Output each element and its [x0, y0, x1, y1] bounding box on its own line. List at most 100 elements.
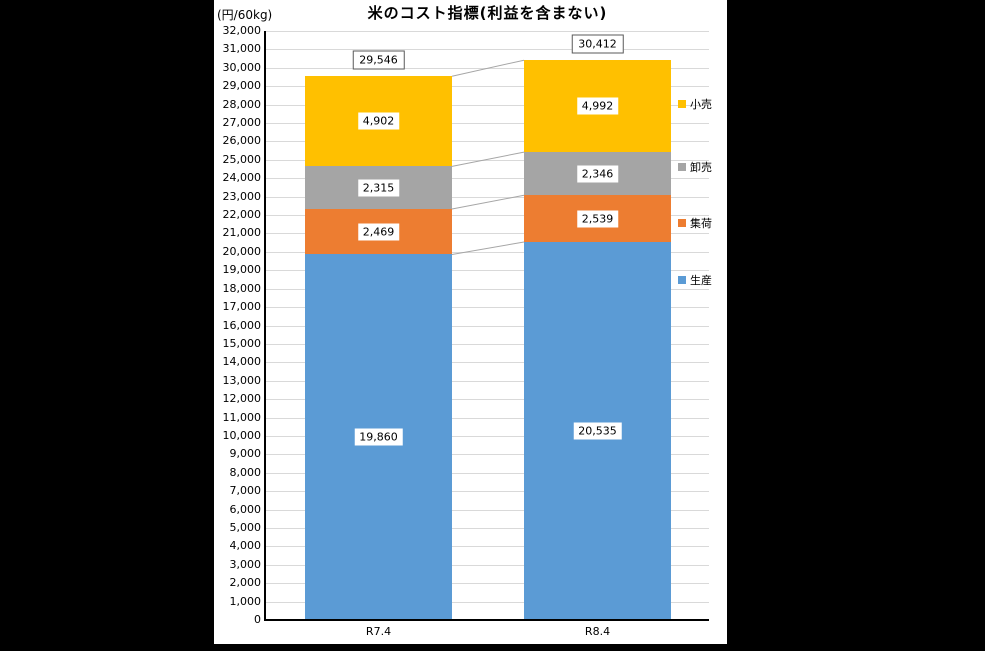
y-tick-label: 30,000	[222, 61, 262, 74]
gridline	[266, 528, 709, 529]
y-tick-label: 5,000	[229, 521, 262, 534]
y-tick-label: 17,000	[222, 300, 262, 313]
legend-label: 集荷	[690, 217, 712, 230]
y-tick-label: 32,000	[222, 24, 262, 37]
y-tick-label: 2,000	[229, 576, 262, 589]
gridline	[266, 215, 709, 216]
gridline	[266, 233, 709, 234]
gridline	[266, 510, 709, 511]
y-tick-label: 23,000	[222, 190, 262, 203]
gridline	[266, 105, 709, 106]
gridline	[266, 491, 709, 492]
gridline	[266, 436, 709, 437]
y-tick-label: 29,000	[222, 79, 262, 92]
connector-line	[451, 241, 525, 255]
gridline	[266, 307, 709, 308]
legend-label: 卸売	[690, 161, 712, 174]
legend-swatch-icon	[678, 276, 686, 284]
plot-area	[266, 31, 709, 620]
x-axis-line	[264, 619, 709, 621]
gridline	[266, 86, 709, 87]
y-tick-label: 4,000	[229, 539, 262, 552]
x-axis-category-label: R8.4	[584, 625, 611, 638]
legend-label: 小売	[690, 98, 712, 111]
y-tick-label: 0	[254, 613, 261, 626]
gridline	[266, 197, 709, 198]
y-tick-label: 18,000	[222, 282, 262, 295]
y-tick-label: 25,000	[222, 153, 262, 166]
y-axis-line	[264, 31, 266, 621]
gridline	[266, 270, 709, 271]
legend-swatch-icon	[678, 100, 686, 108]
legend-swatch-icon	[678, 163, 686, 171]
legend-label: 生産	[690, 274, 712, 287]
legend-swatch-icon	[678, 219, 686, 227]
gridline	[266, 602, 709, 603]
y-tick-label: 24,000	[222, 171, 262, 184]
y-tick-label: 22,000	[222, 208, 262, 221]
gridline	[266, 362, 709, 363]
gridline	[266, 399, 709, 400]
gridline	[266, 326, 709, 327]
y-tick-label: 11,000	[222, 411, 262, 424]
y-tick-label: 1,000	[229, 595, 262, 608]
segment-value-label: 19,860	[354, 428, 403, 446]
y-tick-label: 3,000	[229, 558, 262, 571]
y-tick-label: 12,000	[222, 392, 262, 405]
y-tick-label: 8,000	[229, 466, 262, 479]
gridline	[266, 583, 709, 584]
segment-value-label: 4,992	[576, 97, 619, 115]
total-value-label: 29,546	[352, 50, 405, 70]
y-tick-label: 10,000	[222, 429, 262, 442]
gridline	[266, 565, 709, 566]
segment-value-label: 2,346	[576, 165, 619, 183]
gridline	[266, 289, 709, 290]
gridline	[266, 178, 709, 179]
chart-title: 米のコスト指標(利益を含まない)	[367, 4, 608, 22]
y-tick-label: 9,000	[229, 447, 262, 460]
series-connector-lines	[451, 59, 525, 255]
segment-value-label: 2,469	[357, 223, 400, 241]
total-value-label: 30,412	[571, 34, 624, 54]
y-tick-label: 28,000	[222, 98, 262, 111]
gridline	[266, 344, 709, 345]
gridline	[266, 160, 709, 161]
gridline	[266, 141, 709, 142]
y-tick-label: 31,000	[222, 42, 262, 55]
gridline	[266, 31, 709, 32]
y-axis-unit-label: (円/60kg)	[217, 8, 273, 22]
gridline	[266, 546, 709, 547]
y-tick-label: 6,000	[229, 503, 262, 516]
legend-item: 生産	[678, 272, 712, 288]
y-tick-label: 13,000	[222, 374, 262, 387]
y-tick-label: 27,000	[222, 116, 262, 129]
legend-item: 小売	[678, 96, 712, 112]
x-axis-category-label: R7.4	[365, 625, 392, 638]
chart-region: (円/60kg) 米のコスト指標(利益を含まない) 0 1,000 2,000 3,0…	[214, 0, 727, 644]
gridline	[266, 418, 709, 419]
connector-line	[451, 151, 525, 167]
y-tick-label: 15,000	[222, 337, 262, 350]
y-tick-label: 7,000	[229, 484, 262, 497]
segment-value-label: 4,902	[357, 112, 400, 130]
segment-value-label: 2,539	[576, 210, 619, 228]
connector-line	[451, 59, 525, 77]
gridline	[266, 49, 709, 50]
legend-item: 卸売	[678, 159, 712, 175]
connector-line	[451, 194, 525, 210]
y-tick-label: 20,000	[222, 245, 262, 258]
gridline	[266, 473, 709, 474]
gridline	[266, 123, 709, 124]
y-tick-label: 26,000	[222, 134, 262, 147]
gridline	[266, 454, 709, 455]
gridline	[266, 381, 709, 382]
y-tick-label: 16,000	[222, 319, 262, 332]
legend-item: 集荷	[678, 215, 712, 231]
y-tick-label: 14,000	[222, 355, 262, 368]
gridline	[266, 252, 709, 253]
y-tick-label: 21,000	[222, 226, 262, 239]
segment-value-label: 2,315	[357, 179, 400, 197]
y-tick-label: 19,000	[222, 263, 262, 276]
segment-value-label: 20,535	[573, 422, 622, 440]
